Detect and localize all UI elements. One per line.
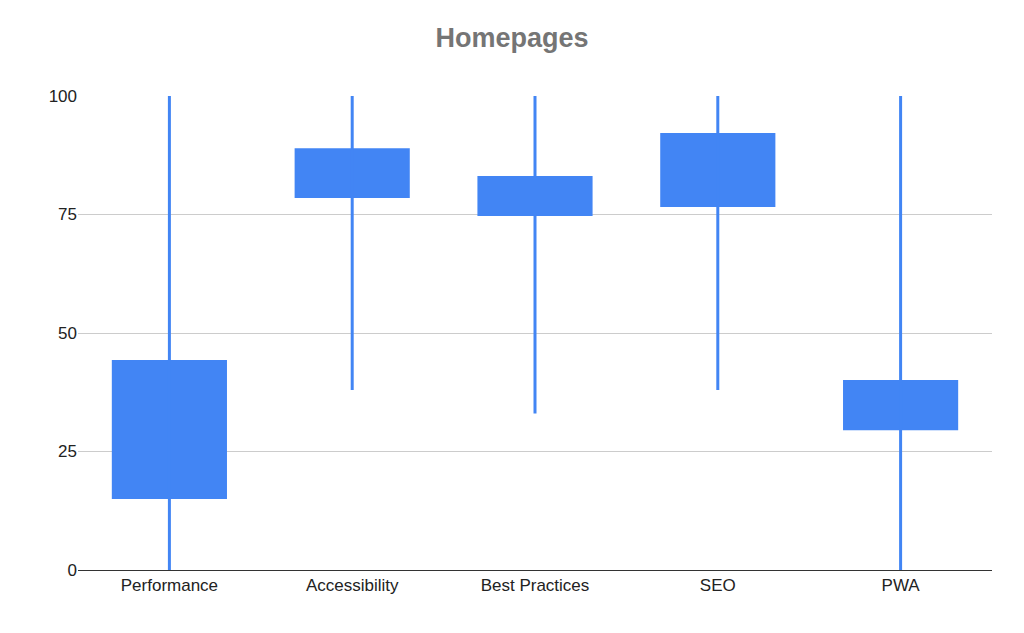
svg-text:25: 25 [58,442,77,461]
svg-text:50: 50 [58,324,77,343]
svg-text:75: 75 [58,205,77,224]
svg-text:Homepages: Homepages [435,23,588,53]
svg-text:100: 100 [49,87,77,106]
svg-text:PWA: PWA [882,576,921,595]
svg-text:Accessibility: Accessibility [306,576,399,595]
svg-text:Performance: Performance [121,576,218,595]
svg-text:SEO: SEO [700,576,736,595]
svg-text:Best Practices: Best Practices [481,576,590,595]
svg-text:0: 0 [68,561,77,580]
